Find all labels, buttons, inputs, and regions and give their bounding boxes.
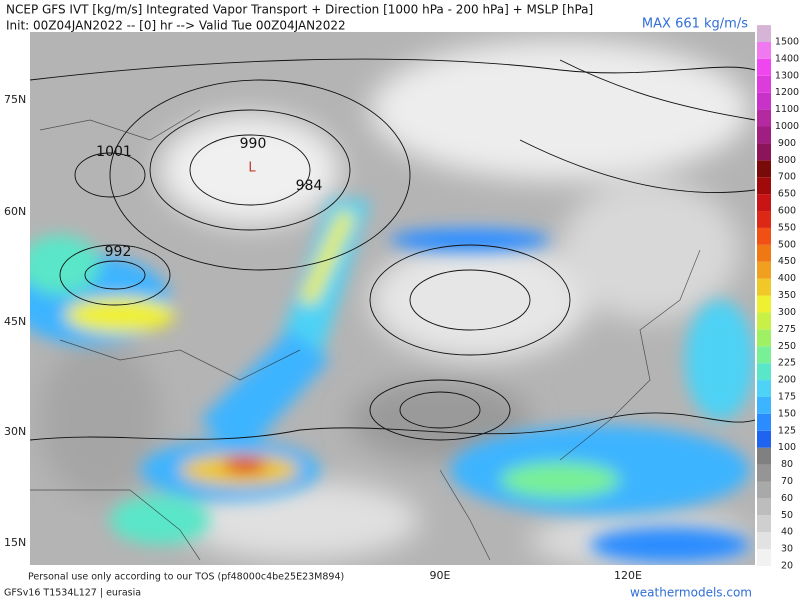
colorbar-label: 550 bbox=[778, 222, 796, 233]
colorbar-swatch bbox=[757, 25, 771, 42]
colorbar-label: 1100 bbox=[775, 104, 799, 115]
lat-label: 75N bbox=[4, 93, 26, 106]
isobars bbox=[30, 58, 755, 441]
colorbar-swatch bbox=[757, 211, 771, 228]
colorbar-label: 50 bbox=[781, 510, 793, 521]
colorbar-label: 225 bbox=[778, 358, 796, 369]
colorbar-swatch bbox=[757, 160, 771, 178]
map bbox=[30, 32, 755, 565]
colorbar-swatch bbox=[757, 312, 771, 330]
colorbar-label: 20 bbox=[781, 561, 793, 572]
max-value: MAX 661 kg/m/s bbox=[642, 17, 748, 32]
lat-label: 30N bbox=[4, 425, 26, 438]
colorbar-label: 250 bbox=[778, 341, 796, 352]
title: NCEP GFS IVT [kg/m/s] Integrated Vapor T… bbox=[6, 3, 593, 17]
colorbar-label: 60 bbox=[781, 493, 793, 504]
ivt-color-field bbox=[30, 200, 755, 563]
colorbar-swatch bbox=[757, 481, 771, 499]
colorbar-label: 150 bbox=[778, 408, 796, 419]
colorbar-label: 30 bbox=[781, 544, 793, 555]
colorbar-swatch bbox=[757, 464, 771, 482]
colorbar-label: 600 bbox=[778, 206, 796, 217]
colorbar-swatch bbox=[757, 244, 771, 262]
colorbar-label: 450 bbox=[778, 256, 796, 267]
colorbar-swatch bbox=[757, 177, 771, 195]
colorbar-label: 400 bbox=[778, 273, 796, 284]
colorbar-swatch bbox=[757, 109, 771, 127]
colorbar-label: 1200 bbox=[775, 87, 799, 98]
lat-label: 60N bbox=[4, 205, 26, 218]
low-marker: L bbox=[248, 161, 256, 176]
colorbar-swatch bbox=[757, 532, 771, 550]
colorbar-label: 40 bbox=[781, 527, 793, 538]
colorbar-swatch bbox=[757, 447, 771, 465]
colorbar-swatch bbox=[757, 329, 771, 347]
colorbar-swatch bbox=[757, 363, 771, 381]
lat-label: 15N bbox=[4, 536, 26, 549]
colorbar-swatch bbox=[757, 515, 771, 533]
colorbar-label: 200 bbox=[778, 375, 796, 386]
colorbar-label: 1300 bbox=[775, 70, 799, 81]
init-time: Init: 00Z04JAN2022 -- [0] hr --> Valid T… bbox=[6, 19, 346, 33]
colorbar-swatch bbox=[757, 143, 771, 161]
coastlines bbox=[30, 109, 701, 561]
colorbar-swatch bbox=[757, 396, 771, 414]
pressure-label: 1001 bbox=[96, 144, 132, 160]
lon-label: 90E bbox=[430, 569, 451, 582]
colorbar-swatch bbox=[757, 295, 771, 313]
colorbar-swatch bbox=[757, 380, 771, 397]
colorbar-swatch bbox=[757, 126, 771, 144]
colorbar-swatch bbox=[757, 75, 771, 93]
colorbar-label: 275 bbox=[778, 324, 796, 335]
tos-note: Personal use only according to our TOS (… bbox=[28, 572, 344, 583]
colorbar-swatch bbox=[757, 194, 771, 212]
site-link: weathermodels.com bbox=[630, 586, 752, 600]
colorbar: 20 30 40 50 60 70 80 100 125 150 175 200 225 250 275 30… bbox=[757, 25, 799, 572]
colorbar-swatch bbox=[757, 413, 771, 431]
colorbar-swatch bbox=[757, 58, 771, 76]
colorbar-label: 650 bbox=[778, 189, 796, 200]
lon-label: 120E bbox=[614, 569, 642, 582]
colorbar-label: 300 bbox=[778, 307, 796, 318]
pressure-label: 990 bbox=[240, 136, 267, 152]
colorbar-swatch bbox=[757, 227, 771, 245]
colorbar-label: 125 bbox=[778, 425, 796, 436]
colorbar-swatch bbox=[757, 498, 771, 516]
colorbar-swatch bbox=[757, 42, 771, 59]
colorbar-swatch bbox=[757, 261, 771, 279]
colorbar-label: 900 bbox=[778, 138, 796, 149]
colorbar-label: 1500 bbox=[775, 37, 799, 48]
colorbar-label: 70 bbox=[781, 476, 793, 487]
colorbar-swatch bbox=[757, 430, 771, 448]
colorbar-swatch bbox=[757, 92, 771, 110]
colorbar-label: 350 bbox=[778, 290, 796, 301]
colorbar-swatch bbox=[757, 346, 771, 364]
pressure-label: 992 bbox=[105, 244, 132, 260]
colorbar-label: 1400 bbox=[775, 53, 799, 64]
colorbar-label: 500 bbox=[778, 239, 796, 250]
model-info: GFSv16 T1534L127 | eurasia bbox=[4, 588, 141, 599]
colorbar-label: 700 bbox=[778, 172, 796, 183]
ivt-gray-field bbox=[40, 40, 750, 565]
lat-label: 45N bbox=[4, 315, 26, 328]
colorbar-label: 80 bbox=[781, 459, 793, 470]
pressure-label: 984 bbox=[296, 178, 323, 194]
colorbar-label: 175 bbox=[778, 391, 796, 402]
colorbar-swatch bbox=[757, 549, 771, 566]
colorbar-label: 1000 bbox=[775, 121, 799, 132]
colorbar-label: 100 bbox=[778, 442, 796, 453]
colorbar-label: 800 bbox=[778, 155, 796, 166]
colorbar-swatch bbox=[757, 278, 771, 296]
